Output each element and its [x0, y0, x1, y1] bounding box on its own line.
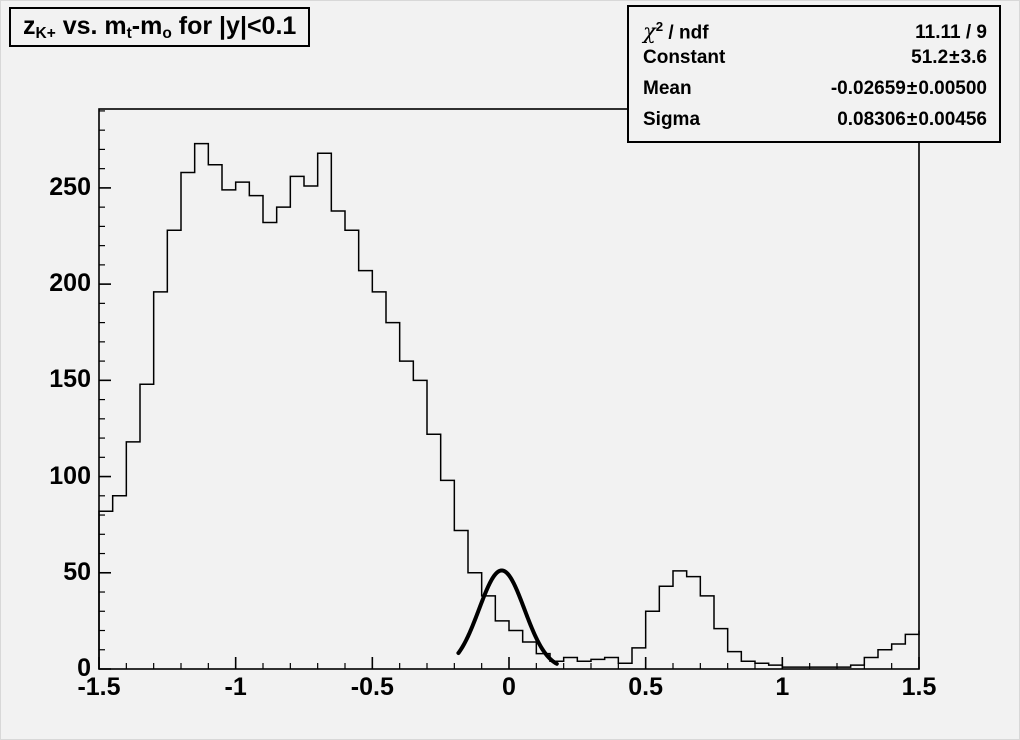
y-axis-tick-label: 150 [49, 365, 91, 394]
chi-symbol: χ [643, 19, 656, 44]
plot-title-box: zK+ vs. mt-mo for |y|<0.1 [9, 7, 311, 47]
x-axis-tick-label: -1.5 [77, 673, 121, 701]
chi-exponent: 2 [655, 19, 664, 34]
title-sub-t: t [126, 25, 132, 43]
x-axis-tick-label: -0.5 [350, 673, 394, 701]
stats-row-constant: Constant 51.2±3.6 [643, 42, 987, 73]
title-sub-kplus: K+ [35, 25, 56, 43]
stats-value-mean: -0.02659±0.00500 [831, 73, 987, 104]
y-axis-tick-label: 250 [49, 172, 91, 201]
title-part-vs: vs. m [55, 11, 127, 40]
gaussian-fit-curve [456, 568, 559, 666]
title-sub-o: o [162, 25, 172, 43]
sigma-value: 0.08306 [837, 109, 906, 130]
stats-value-constant: 51.2±3.6 [911, 42, 987, 73]
page-title: zK+ vs. mt-mo for |y|<0.1 [23, 11, 297, 43]
stats-value-chi2: 11.11 / 9 [915, 22, 987, 44]
stats-label-sigma: Sigma [643, 109, 701, 130]
title-part-tail: for |y|<0.1 [171, 11, 297, 40]
fit-stats-box: χ2 / ndf 11.11 / 9 Constant 51.2±3.6 Mea… [627, 5, 1001, 143]
plus-minus-icon: ± [906, 78, 918, 99]
stats-label-chi2: χ2 / ndf [643, 11, 709, 48]
x-axis-tick-label: 1 [775, 673, 790, 701]
mean-error: 0.00500 [918, 78, 987, 99]
mean-value: -0.02659 [830, 78, 906, 99]
stats-row-mean: Mean -0.02659±0.00500 [643, 73, 987, 104]
plus-minus-icon: ± [906, 109, 918, 130]
y-axis-tick-label: 200 [49, 269, 91, 298]
sigma-error: 0.00456 [918, 109, 987, 130]
histogram-outline [98, 142, 920, 669]
plot-frame [98, 108, 920, 670]
stats-value-sigma: 0.08306±0.00456 [837, 104, 987, 135]
stats-row-chi2: χ2 / ndf 11.11 / 9 [643, 11, 987, 43]
x-axis-tick-label: -1 [224, 673, 247, 701]
x-axis-tick-label: 0 [502, 673, 516, 701]
plus-minus-icon: ± [949, 47, 960, 68]
constant-error: 3.6 [960, 47, 987, 68]
title-part-minus: -m [131, 11, 163, 40]
y-axis-tick-label: 100 [49, 461, 91, 490]
stats-row-sigma: Sigma 0.08306±0.00456 [643, 104, 987, 135]
stats-label-mean: Mean [643, 78, 692, 99]
stats-label-constant: Constant [643, 47, 726, 68]
y-axis-tick-label: 50 [63, 557, 91, 586]
y-axis-tick-label: 0 [77, 654, 91, 682]
title-part-z: z [23, 11, 36, 40]
chi-rest: / ndf [663, 22, 709, 44]
x-axis-tick-label: 0.5 [628, 673, 664, 701]
x-axis-tick-label: 1.5 [901, 673, 937, 701]
constant-value: 51.2 [911, 47, 949, 68]
